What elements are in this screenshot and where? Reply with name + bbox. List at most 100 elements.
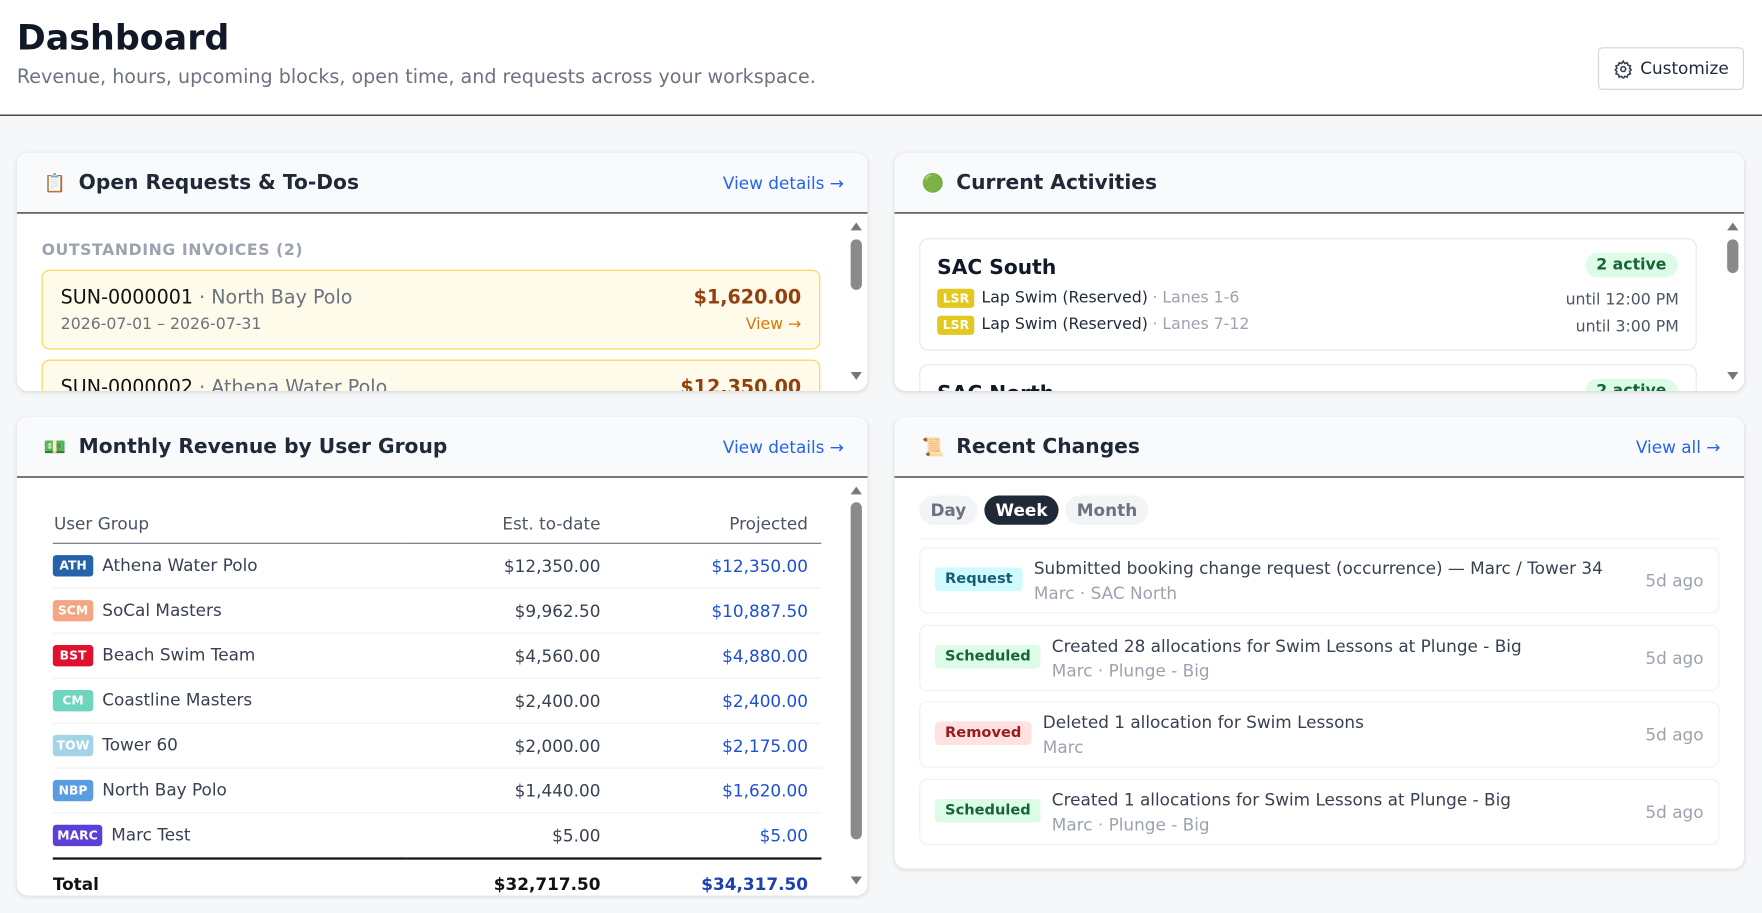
column-header: User Group <box>52 504 407 544</box>
group-cell: NBP North Bay Polo <box>52 768 407 814</box>
revenue-row: NBP North Bay Polo $1,440.00 $1,620.00 <box>52 768 822 814</box>
panel-body: Day Week Month Request Submitted booking cha… <box>894 478 1744 869</box>
revenue-row: TOW Tower 60 $2,000.00 $2,175.00 <box>52 723 822 769</box>
group-name: North Bay Polo <box>102 779 227 801</box>
scroll-up[interactable] <box>850 222 862 231</box>
panel-body: SAC South 2 active LSR Lap Swim (Reserved) ·… <box>894 214 1744 392</box>
change-badge: Request <box>934 567 1023 592</box>
revenue-panel: 💵 Monthly Revenue by User Group View detai… <box>16 416 868 896</box>
requests-panel: 📋 Open Requests & To-Dos View details → OUT… <box>16 152 868 392</box>
scrollbar[interactable] <box>1726 218 1739 387</box>
activity-row: LSR Lap Swim (Reserved) · Lanes 7-12 until … <box>937 315 1679 338</box>
invoice-number: SUN-0000002 <box>60 376 194 392</box>
activity-lanes: · Lanes 1-6 <box>1152 288 1240 307</box>
location-card: SAC South 2 active LSR Lap Swim (Reserved) ·… <box>919 238 1697 351</box>
change-item: Removed Deleted 1 allocation for Swim Les… <box>919 701 1720 768</box>
activity-tag: LSR <box>937 288 975 308</box>
change-meta: Marc <box>1042 737 1084 758</box>
revenue-row: CM Coastline Masters $2,400.00 $2,400.00 <box>52 678 822 724</box>
group-badge: BST <box>52 645 94 667</box>
change-badge: Scheduled <box>934 798 1041 823</box>
invoice-dates: 2026-07-01 – 2026-07-31 <box>60 315 262 334</box>
group-badge: SCM <box>52 600 94 622</box>
activity-tag: LSR <box>937 315 975 335</box>
scroll-up[interactable] <box>1727 222 1739 231</box>
panel-icon: 📜 <box>921 436 944 458</box>
page-title: Dashboard <box>16 17 230 59</box>
active-badge: 2 active <box>1585 252 1678 278</box>
invoice-client: · North Bay Polo <box>199 286 353 310</box>
panel-icon: 💵 <box>43 436 67 458</box>
invoice-view[interactable]: View → <box>745 315 802 334</box>
invoice-amount: $12,350.00 <box>680 376 802 392</box>
activity-until: until 3:00 PM <box>1575 318 1679 336</box>
divider <box>919 538 1720 540</box>
group-badge: NBP <box>52 779 94 802</box>
panel-link[interactable]: View all → <box>1635 437 1721 458</box>
group-name: Marc Test <box>111 824 191 846</box>
projected-cell: $12,350.00 <box>613 543 822 589</box>
range-tab[interactable]: Week <box>984 495 1059 525</box>
change-text: Deleted 1 allocation for Swim Lessons <box>1042 712 1364 733</box>
activity-name: Lap Swim (Reserved) <box>981 288 1148 307</box>
panel-header: 🟢 Current Activities <box>894 152 1745 214</box>
panel-body: User Group Est. to-date Projected ATH Athena… <box>17 478 868 896</box>
est-cell: $2,400.00 <box>406 678 614 724</box>
group-cell: CM Coastline Masters <box>52 678 407 724</box>
change-text: Submitted booking change request (occurr… <box>1033 558 1603 579</box>
activity-until: until 12:00 PM <box>1565 291 1679 310</box>
change-meta: Marc · Plunge - Big <box>1051 814 1210 835</box>
scroll-down[interactable] <box>850 371 862 380</box>
group-cell: SCM SoCal Masters <box>52 588 407 634</box>
total-projected: $34,317.50 <box>613 857 822 896</box>
group-badge: TOW <box>52 734 94 757</box>
scroll-down[interactable] <box>1727 371 1739 380</box>
projected-cell: $1,620.00 <box>613 768 822 814</box>
scroll-thumb[interactable] <box>850 502 862 840</box>
est-cell: $2,000.00 <box>406 723 614 769</box>
change-time: 5d ago <box>1645 570 1704 592</box>
projected-cell: $5.00 <box>613 813 822 860</box>
scrollbar[interactable] <box>850 218 863 387</box>
panel-body: OUTSTANDING INVOICES (2) SUN-0000001 · No… <box>17 214 868 392</box>
scroll-up[interactable] <box>850 486 862 495</box>
range-tab[interactable]: Day <box>919 495 978 525</box>
panel-link[interactable]: View details → <box>722 173 844 194</box>
group-name: Athena Water Polo <box>102 555 258 576</box>
range-tab[interactable]: Month <box>1065 495 1149 525</box>
changes-panel: 📜 Recent Changes View all → Day Week Month Req… <box>894 416 1745 869</box>
invoice-card[interactable]: SUN-0000002 · Athena Water Polo $12,350.0… <box>41 359 821 392</box>
group-name: Coastline Masters <box>102 689 253 711</box>
change-time: 5d ago <box>1645 647 1704 669</box>
group-badge: ATH <box>52 555 94 577</box>
revenue-row: MARC Marc Test $5.00 $5.00 <box>52 813 822 860</box>
change-meta: Marc · Plunge - Big <box>1051 660 1210 681</box>
group-cell: MARC Marc Test <box>52 813 407 860</box>
activity-row: LSR Lap Swim (Reserved) · Lanes 1-6 until 1… <box>937 288 1679 311</box>
button-label: Customize <box>1640 58 1729 79</box>
projected-cell: $4,880.00 <box>613 633 822 679</box>
projected-cell: $10,887.50 <box>613 588 822 634</box>
change-time: 5d ago <box>1645 801 1704 823</box>
scroll-thumb[interactable] <box>1727 239 1739 274</box>
active-badge: 2 active <box>1585 378 1678 392</box>
scroll-down[interactable] <box>850 876 862 885</box>
customize-button[interactable]: Customize <box>1597 47 1745 90</box>
location-name: SAC South <box>937 256 1057 280</box>
revenue-table: User Group Est. to-date Projected ATH Athena… <box>52 504 822 896</box>
group-name: Beach Swim Team <box>102 645 256 666</box>
invoice-card[interactable]: SUN-0000001 · North Bay Polo 2026-07-01 –… <box>41 269 821 350</box>
panel-link[interactable]: View details → <box>722 437 844 458</box>
revenue-row: BST Beach Swim Team $4,560.00 $4,880.00 <box>52 633 822 679</box>
table-header-row: User Group Est. to-date Projected <box>52 504 822 544</box>
scroll-thumb[interactable] <box>850 239 862 290</box>
header: Dashboard Revenue, hours, upcoming blocks… <box>0 0 1762 116</box>
est-cell: $12,350.00 <box>406 543 614 589</box>
location-name: SAC North <box>937 382 1054 391</box>
panel-title: Monthly Revenue by User Group <box>78 434 448 459</box>
revenue-row: SCM SoCal Masters $9,962.50 $10,887.50 <box>52 588 822 634</box>
scrollbar[interactable] <box>850 482 863 891</box>
projected-cell: $2,175.00 <box>613 723 822 769</box>
est-cell: $4,560.00 <box>406 633 614 679</box>
invoice-client: · Athena Water Polo <box>199 376 388 392</box>
